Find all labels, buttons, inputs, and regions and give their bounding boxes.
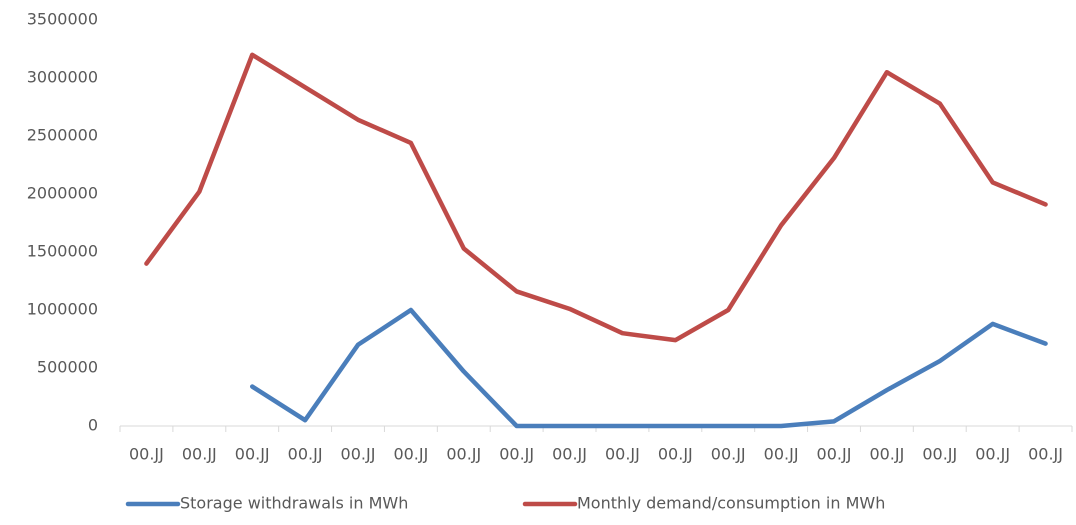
x-tick-label: 00.JJ: [869, 445, 904, 464]
y-tick-label: 3000000: [27, 68, 98, 87]
x-tick-label: 00.JJ: [975, 445, 1010, 464]
legend-label: Storage withdrawals in MWh: [180, 494, 408, 513]
y-tick-label: 0: [88, 416, 98, 435]
y-tick-label: 1000000: [27, 300, 98, 319]
x-tick-label: 00.JJ: [711, 445, 746, 464]
x-tick-label: 00.JJ: [817, 445, 852, 464]
x-tick-label: 00.JJ: [235, 445, 270, 464]
y-tick-label: 500000: [37, 358, 98, 377]
line-series: [249, 307, 1048, 429]
y-tick-label: 2500000: [27, 126, 98, 145]
x-tick-label: 00.JJ: [182, 445, 217, 464]
x-tick-label: 00.JJ: [605, 445, 640, 464]
x-tick-label: 00.JJ: [552, 445, 587, 464]
line-series: [144, 52, 1048, 343]
x-tick-label: 00.JJ: [764, 445, 799, 464]
x-tick-label: 00.JJ: [393, 445, 428, 464]
x-tick-label: 00.JJ: [499, 445, 534, 464]
x-tick-label: 00.JJ: [658, 445, 693, 464]
y-tick-label: 1500000: [27, 242, 98, 261]
y-tick-label: 3500000: [27, 10, 98, 29]
y-tick-label: 2000000: [27, 184, 98, 203]
x-tick-label: 00.JJ: [1028, 445, 1063, 464]
x-tick-label: 00.JJ: [288, 445, 323, 464]
x-tick-label: 00.JJ: [446, 445, 481, 464]
legend-label: Monthly demand/consumption in MWh: [577, 494, 885, 513]
x-tick-label: 00.JJ: [922, 445, 957, 464]
x-tick-label: 00.JJ: [341, 445, 376, 464]
x-tick-label: 00.JJ: [129, 445, 164, 464]
